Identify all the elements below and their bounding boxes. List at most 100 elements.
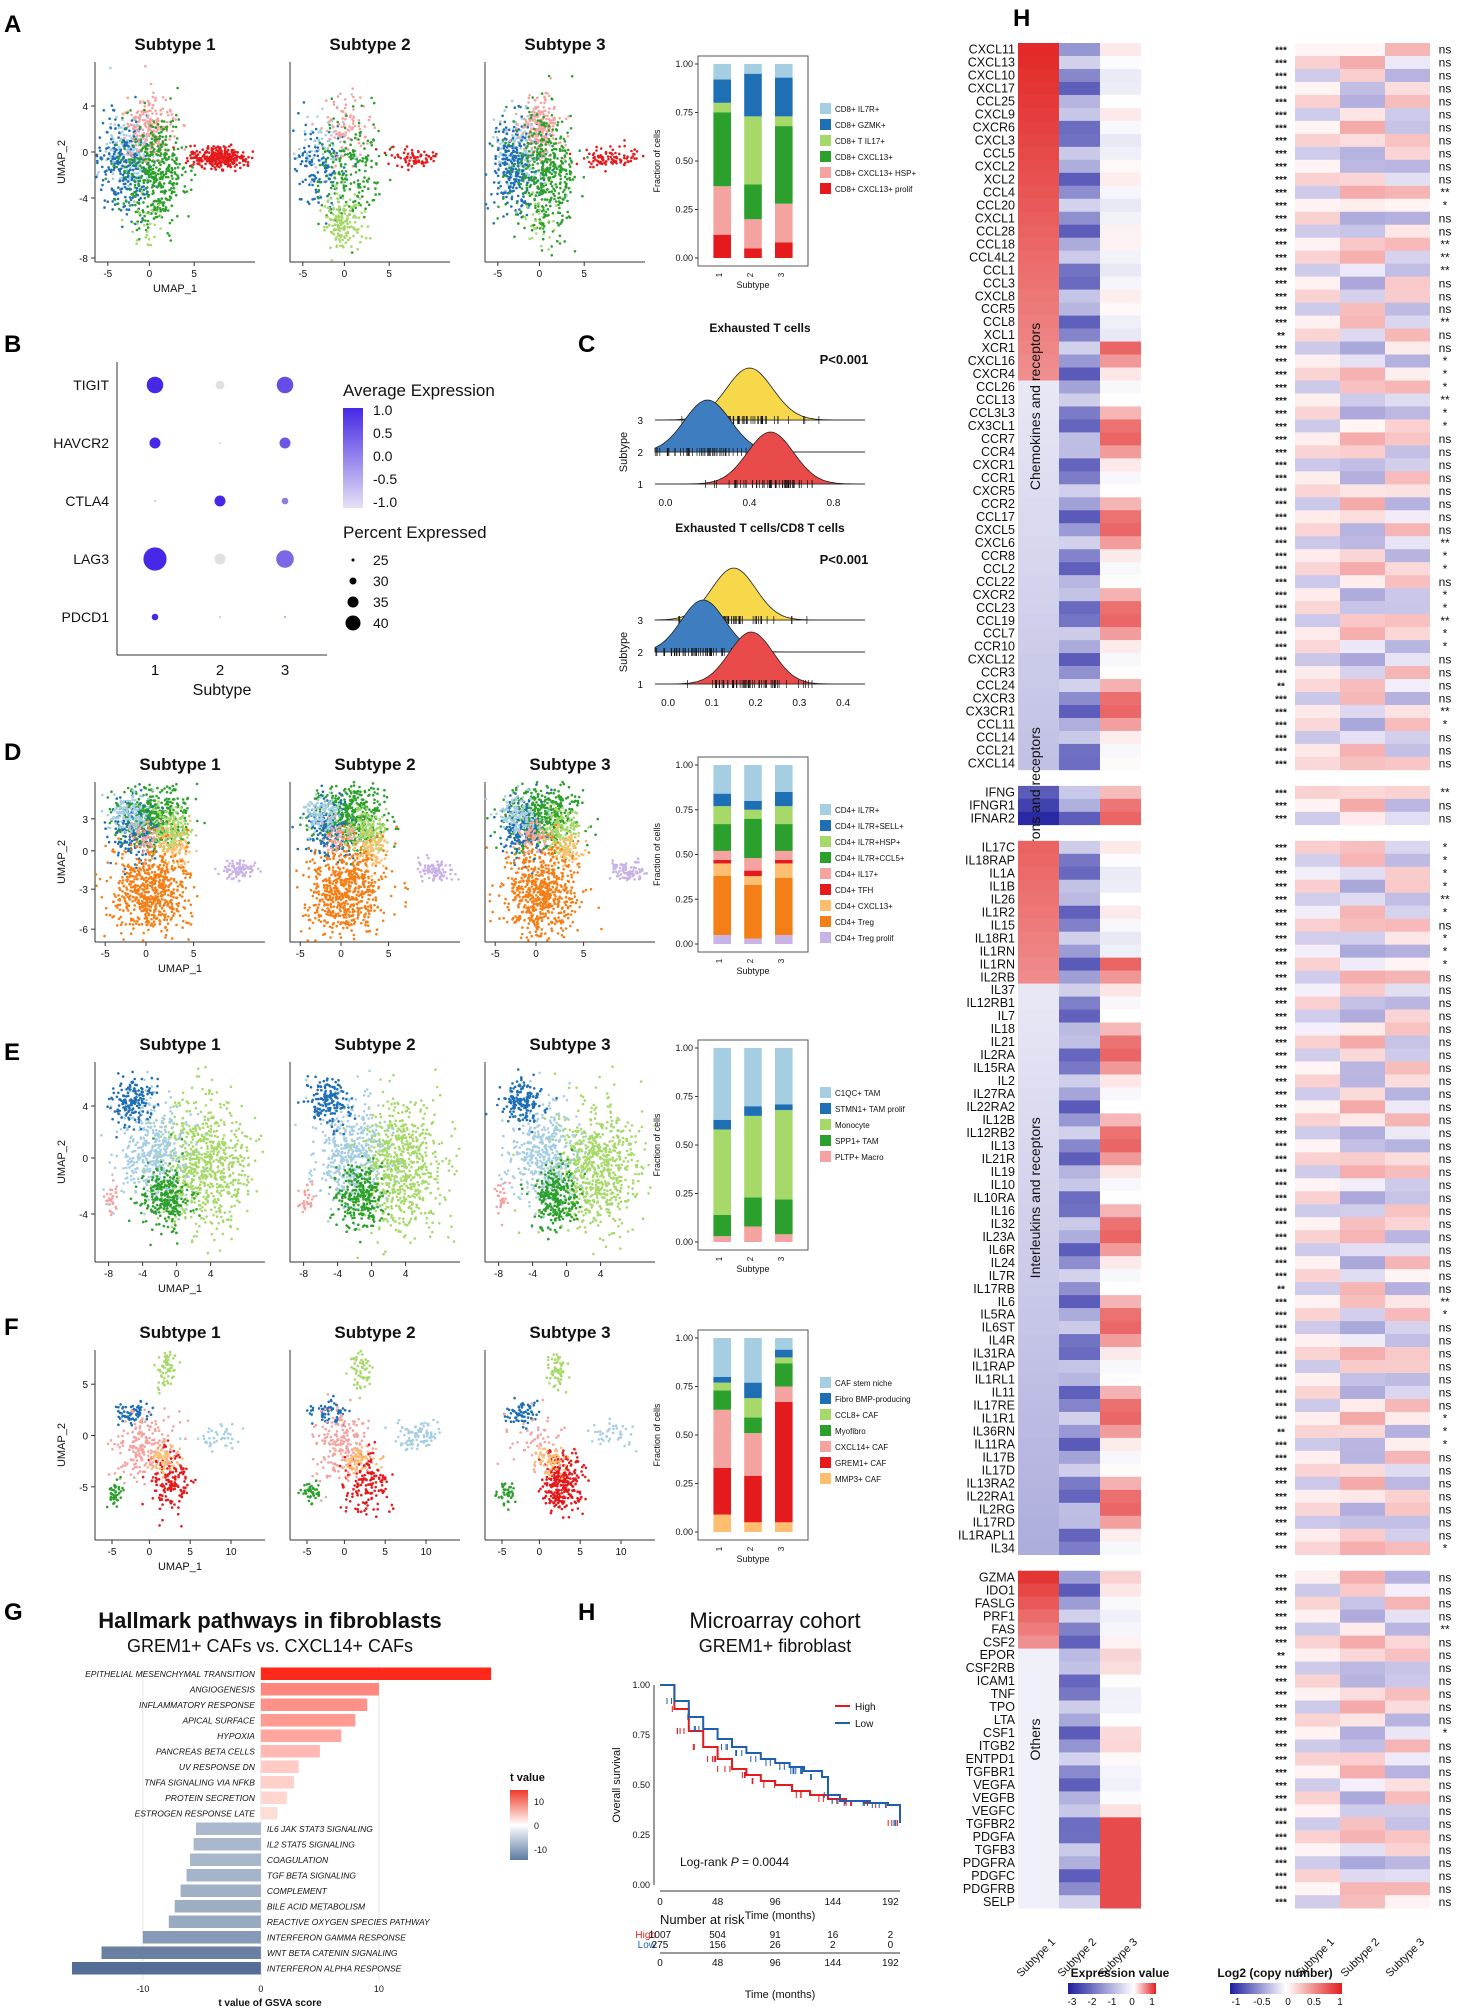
umap-cell-point	[519, 105, 522, 109]
umap-cell-point	[213, 166, 217, 169]
umap-cell-point	[336, 155, 339, 159]
umap-cell-point	[151, 189, 155, 193]
umap-cell-point	[526, 123, 530, 126]
umap-cell-point	[568, 152, 572, 156]
umap-cell-point	[129, 823, 132, 826]
umap-cell-point	[558, 206, 561, 210]
umap-cell-point	[314, 191, 318, 194]
umap-cell-point	[533, 160, 536, 163]
umap-x-tick-label: 5	[191, 949, 197, 960]
umap-cell-point	[130, 178, 134, 182]
umap-cell-point	[96, 159, 99, 163]
umap-cell-point	[186, 797, 189, 801]
umap-cell-point	[351, 87, 354, 90]
umap-cell-point	[174, 141, 178, 144]
umap-cell-point	[512, 125, 516, 129]
umap-cell-point	[131, 895, 135, 899]
umap-cell-point	[192, 163, 195, 166]
umap-cell-point	[143, 150, 147, 154]
umap-cell-point	[110, 162, 113, 166]
umap-cell-point	[370, 141, 373, 144]
umap-cell-point	[144, 65, 147, 68]
umap-cell-point	[537, 212, 541, 215]
umap-cell-point	[133, 186, 137, 189]
umap-cell-point	[537, 169, 540, 172]
umap-cell-point	[128, 815, 132, 819]
umap-cell-point	[149, 909, 152, 912]
umap-cell-point	[509, 185, 512, 188]
umap-cell-point	[120, 921, 124, 924]
umap-cell-point	[333, 172, 337, 175]
umap-cell-point	[110, 135, 114, 139]
umap-cell-point	[512, 129, 515, 133]
umap-cell-point	[147, 162, 150, 166]
umap-cell-point	[134, 137, 137, 141]
umap-cell-point	[316, 180, 320, 183]
umap-cell-point	[503, 109, 507, 112]
umap-cell-point	[525, 167, 528, 170]
umap-cell-point	[317, 201, 320, 204]
umap-cell-point	[134, 120, 138, 123]
umap-cell-point	[164, 98, 168, 102]
umap-cell-point	[146, 879, 149, 883]
umap-cell-point	[139, 812, 143, 816]
umap-cell-point	[158, 177, 162, 180]
umap-cell-point	[547, 219, 551, 223]
umap-cell-point	[335, 132, 339, 136]
umap-cell-point	[94, 873, 98, 876]
umap-cell-point	[537, 205, 540, 208]
umap-cell-point	[162, 161, 166, 165]
umap-cell-point	[350, 251, 354, 254]
umap-cell-point	[529, 130, 532, 134]
umap-cell-point	[106, 200, 109, 203]
panel-label-f: F	[4, 1314, 19, 1341]
umap-cell-point	[365, 157, 369, 160]
umap-cell-point	[128, 160, 131, 164]
umap-cell-point	[570, 75, 574, 78]
umap-cell-point	[149, 128, 152, 132]
umap-cell-point	[148, 811, 152, 815]
umap-cell-point	[162, 153, 166, 156]
umap-cell-point	[159, 125, 163, 129]
umap-cell-point	[142, 878, 146, 881]
umap-cell-point	[131, 822, 134, 826]
umap-cell-point	[170, 218, 174, 222]
umap-cell-point	[123, 185, 127, 189]
umap-cell-point	[143, 193, 146, 196]
umap-cell-point	[308, 183, 311, 186]
umap-cell-point	[559, 177, 562, 181]
umap-cell-point	[143, 832, 146, 836]
umap-cell-point	[153, 909, 157, 912]
umap-cell-point	[147, 788, 151, 792]
umap-cell-point	[507, 143, 511, 147]
umap-cell-point	[152, 181, 156, 185]
umap-cell-point	[115, 143, 118, 147]
umap-cell-point	[159, 813, 162, 816]
umap-cell-point	[154, 903, 158, 906]
umap-cell-point	[503, 120, 507, 124]
umap-cell-point	[164, 841, 168, 844]
umap-cell-point	[158, 854, 162, 858]
umap-cell-point	[374, 193, 378, 196]
umap-cell-point	[330, 147, 334, 151]
umap-cell-point	[236, 151, 239, 154]
umap-cell-point	[168, 221, 172, 225]
umap-cell-point	[356, 194, 359, 198]
umap-cell-point	[189, 188, 193, 191]
umap-cell-point	[152, 916, 156, 919]
umap-cell-point	[131, 230, 134, 234]
umap-cell-point	[153, 896, 157, 900]
umap-cell-point	[155, 112, 158, 116]
umap-cell-point	[587, 160, 591, 164]
panel-label-c: C	[578, 331, 595, 358]
umap-cell-point	[334, 238, 338, 241]
umap-cell-point	[106, 131, 109, 134]
umap-cell-point	[176, 147, 180, 151]
umap-y-tick-label: -6	[79, 925, 88, 936]
umap-cell-point	[524, 217, 528, 221]
umap-cell-point	[143, 224, 146, 227]
umap-cell-point	[396, 164, 399, 167]
umap-cell-point	[152, 91, 155, 95]
umap-x-tick-label: 5	[581, 269, 587, 280]
umap-cell-point	[147, 237, 151, 241]
